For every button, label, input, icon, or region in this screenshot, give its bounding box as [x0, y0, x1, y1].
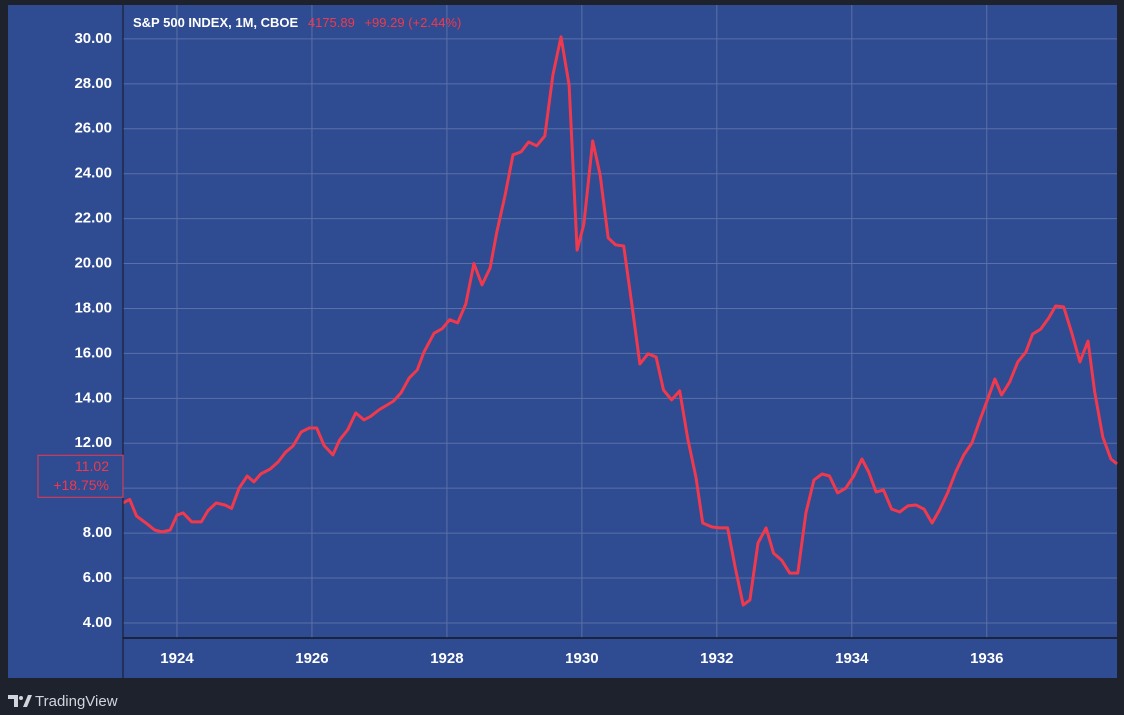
x-tick-label: 1926 [295, 650, 328, 667]
y-tick-label: 18.00 [74, 299, 112, 316]
y-tick-label: 16.00 [74, 344, 112, 361]
y-tick-label: 4.00 [83, 614, 112, 631]
price-label-change: +18.75% [53, 477, 109, 493]
series-layer [122, 35, 1118, 607]
y-tick-label: 26.00 [74, 120, 112, 137]
legend: S&P 500 INDEX, 1M, CBOE 4175.89 +99.29 (… [133, 15, 461, 30]
grid [123, 5, 1117, 638]
y-tick-label: 6.00 [83, 569, 112, 586]
price-label-box [37, 454, 124, 498]
x-tick-label: 1934 [835, 650, 869, 667]
price-label-value: 11.02 [75, 458, 109, 474]
brand-logo [8, 695, 32, 707]
x-tick-label: 1930 [565, 650, 598, 667]
y-tick-label: 20.00 [74, 255, 112, 272]
y-tick-label: 14.00 [74, 389, 112, 406]
brand-name: TradingView [35, 693, 118, 710]
y-tick-label: 28.00 [74, 75, 112, 92]
x-tick-label: 1932 [700, 650, 733, 667]
y-tick-label: 30.00 [74, 30, 112, 47]
y-tick-label: 22.00 [74, 210, 112, 227]
chart-background [8, 5, 1117, 678]
y-tick-label: 12.00 [74, 434, 112, 451]
price-line [122, 35, 1118, 607]
y-tick-label: 24.00 [74, 165, 112, 182]
last-price: 4175.89 [308, 15, 355, 30]
x-tick-label: 1928 [430, 650, 463, 667]
chart-title: S&P 500 INDEX, 1M, CBOE [133, 15, 299, 30]
y-tick-label: 8.00 [83, 524, 112, 541]
last-change: +99.29 (+2.44%) [364, 15, 461, 30]
x-tick-label: 1936 [970, 650, 1003, 667]
x-tick-label: 1924 [160, 650, 194, 667]
